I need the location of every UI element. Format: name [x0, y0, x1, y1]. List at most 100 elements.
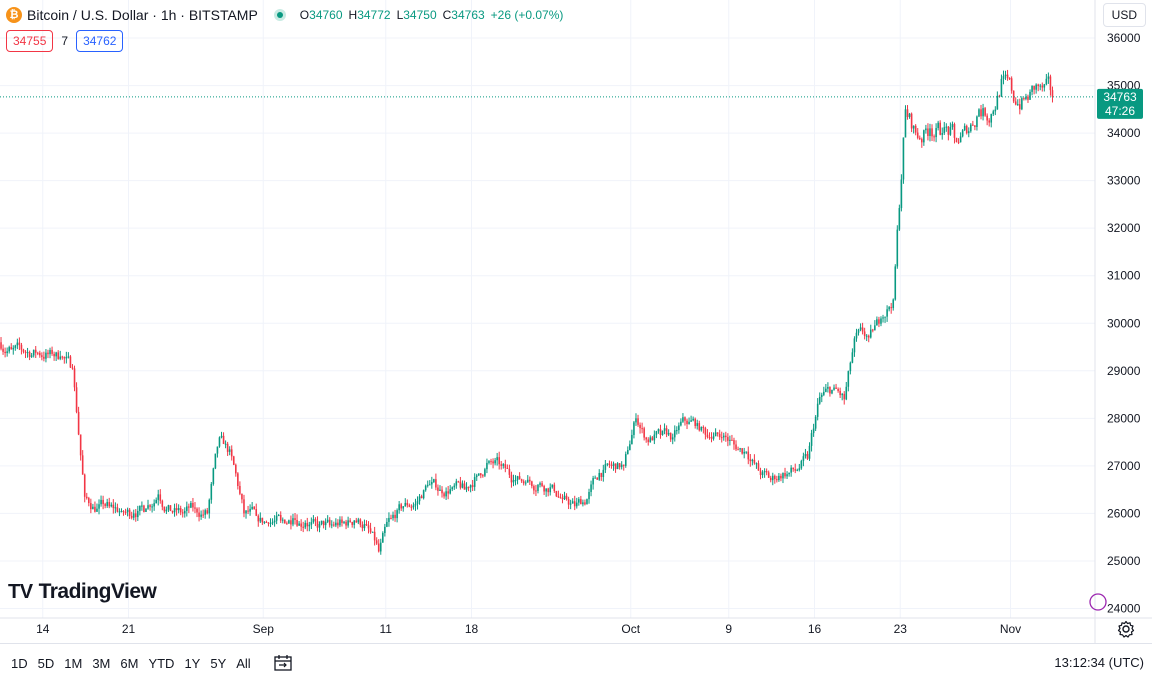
candle-body	[271, 522, 274, 524]
candle-body	[729, 439, 731, 441]
date-range-icon[interactable]	[274, 655, 292, 671]
candle-body	[292, 518, 294, 525]
candle-body	[784, 473, 786, 477]
candle-body	[561, 497, 564, 500]
candle-body	[10, 347, 13, 350]
candle-body	[524, 482, 527, 484]
candle-body	[759, 470, 762, 476]
candle-body	[1045, 78, 1048, 85]
time-tick-label: 16	[808, 622, 822, 636]
candle-body	[163, 506, 166, 512]
candle-body	[343, 521, 345, 523]
candle-body	[992, 111, 995, 115]
candle-body	[994, 109, 997, 112]
candle-body	[1004, 74, 1007, 77]
candle-body	[261, 517, 264, 523]
range-button-1d[interactable]: 1D	[11, 655, 28, 671]
range-button-5d[interactable]: 5D	[37, 655, 55, 671]
candle-body	[77, 411, 80, 435]
candle-body	[314, 519, 317, 522]
candle-body	[590, 484, 592, 492]
candle-body	[663, 428, 666, 431]
candle-body	[855, 332, 858, 339]
candle-body	[473, 477, 476, 487]
candle-body	[20, 344, 23, 350]
candle-body	[130, 515, 133, 518]
gear-icon[interactable]	[1117, 620, 1135, 638]
candle-body	[782, 473, 784, 479]
range-button-all[interactable]: All	[236, 655, 251, 671]
candle-body	[776, 479, 778, 481]
buy-button[interactable]: 34762	[76, 30, 124, 52]
time-tick-label: 18	[465, 622, 479, 636]
candle-body	[778, 475, 780, 481]
range-button-ytd[interactable]: YTD	[148, 655, 175, 671]
candle-body	[861, 327, 864, 332]
candle-body	[69, 356, 72, 368]
candle-body	[894, 266, 897, 300]
price-tick-label: 28000	[1107, 411, 1141, 425]
alert-icon[interactable]	[1089, 593, 1107, 611]
currency-select[interactable]: USD	[1102, 3, 1146, 27]
sell-button[interactable]: 34755	[6, 30, 54, 52]
candle-body	[549, 487, 552, 493]
candle-body	[988, 120, 990, 123]
candle-body	[902, 137, 905, 180]
candle-body	[1035, 84, 1037, 90]
candle-body	[637, 418, 639, 425]
candle-body	[404, 502, 407, 507]
candle-body	[678, 425, 680, 431]
candle-body	[406, 502, 409, 506]
candle-body	[394, 514, 396, 519]
candle-body	[273, 520, 276, 523]
symbol-title[interactable]: Bitcoin / U.S. Dollar · 1h · BITSTAMP	[27, 7, 258, 23]
candle-body	[312, 519, 315, 523]
candle-body	[965, 125, 968, 134]
candle-body	[598, 473, 601, 480]
candle-body	[216, 446, 219, 454]
candle-body	[94, 506, 96, 512]
range-button-5y[interactable]: 5Y	[210, 655, 227, 671]
range-button-1y[interactable]: 1Y	[184, 655, 201, 671]
candle-body	[526, 479, 529, 483]
candle-body	[796, 469, 799, 471]
candle-body	[420, 496, 423, 499]
candle-body	[939, 122, 941, 135]
candle-body	[845, 386, 848, 400]
candle-body	[0, 342, 2, 349]
utc-clock[interactable]: 13:12:34 (UTC)	[1054, 655, 1144, 670]
candle-body	[237, 473, 239, 486]
tradingview-logo[interactable]: TV TradingView	[8, 580, 157, 604]
candle-body	[596, 477, 598, 480]
candle-body	[976, 116, 978, 127]
candle-body	[833, 387, 835, 390]
candle-body	[1043, 84, 1046, 88]
candle-body	[816, 403, 819, 417]
candle-body	[373, 531, 376, 541]
price-tick-label: 24000	[1107, 601, 1141, 615]
candle-body	[743, 451, 745, 454]
candle-body	[253, 506, 255, 510]
range-button-3m[interactable]: 3M	[92, 655, 111, 671]
candle-body	[802, 456, 805, 461]
candle-body	[737, 449, 739, 451]
range-button-6m[interactable]: 6M	[120, 655, 139, 671]
candle-body	[73, 368, 76, 388]
candle-body	[92, 506, 94, 510]
candle-body	[837, 388, 839, 391]
candle-body	[592, 478, 594, 485]
candle-body	[484, 469, 486, 476]
candle-body	[308, 524, 311, 527]
range-button-1m[interactable]: 1M	[64, 655, 83, 671]
price-chart[interactable]: 24000 25000 26000 27000 28000 29000 30000 31000…	[0, 0, 1152, 643]
candle-body	[616, 463, 619, 470]
candle-body	[688, 421, 690, 425]
candle-body	[614, 463, 617, 470]
candle-body	[198, 512, 200, 517]
candle-body	[1010, 78, 1013, 91]
candle-body	[279, 515, 282, 521]
candle-body	[333, 524, 335, 526]
candle-body	[235, 464, 237, 474]
candle-body	[649, 437, 652, 443]
candle-body	[316, 521, 319, 528]
